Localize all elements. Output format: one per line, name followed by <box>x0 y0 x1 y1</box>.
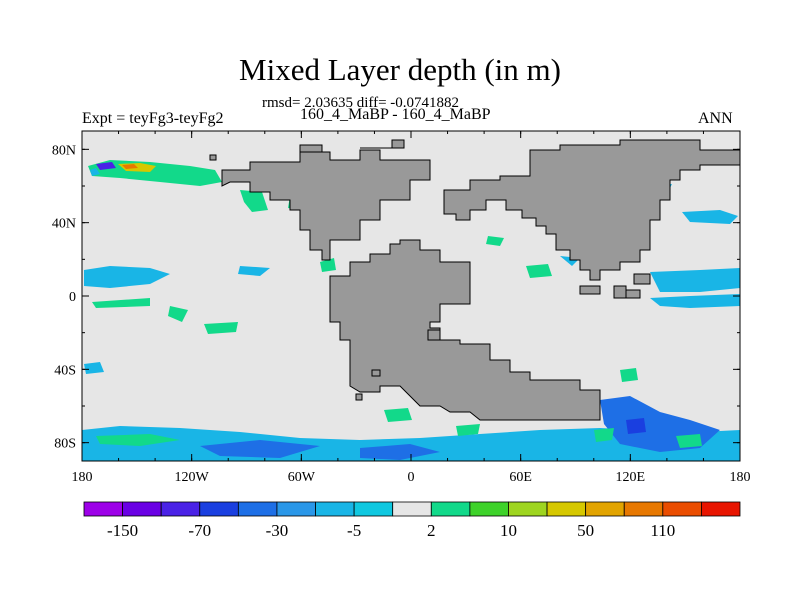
y-axis: 80N 40N 0 40S 80S <box>52 143 740 452</box>
x-tick-label: 60W <box>288 470 316 485</box>
x-tick-label: 60E <box>509 470 532 485</box>
colorbar-swatch <box>508 501 548 517</box>
anomaly-patch-southern-darkblue <box>626 418 646 434</box>
anomaly-patch-southern-blue-2 <box>200 440 320 458</box>
colorbar-swatch <box>315 501 355 517</box>
colorbar-swatch <box>546 501 587 517</box>
anomaly-patch-tropical-west <box>84 266 170 288</box>
land-island-east-3 <box>633 273 651 285</box>
land-north-america <box>221 149 431 261</box>
anomaly-patch-atlantic-green <box>240 190 268 212</box>
anomaly-patch-tropical-green-2 <box>526 264 552 278</box>
land-africa <box>329 239 601 421</box>
anomaly-patch-green-belt-2 <box>168 306 188 322</box>
colorbar-swatch <box>662 501 702 517</box>
anomaly-patch-southern-green-2 <box>384 408 412 422</box>
y-tick-label: 80N <box>52 143 76 158</box>
land-island-east-4 <box>625 289 641 299</box>
x-axis: 180 120W 60W 0 60E 120E 180 <box>72 131 751 485</box>
anomaly-patch-southern-blue-3 <box>360 444 440 460</box>
colorbar-label: -70 <box>188 521 211 540</box>
colorbar-label: 2 <box>427 521 436 540</box>
anomaly-patch-north-blue <box>96 162 116 170</box>
colorbar-label: 10 <box>500 521 517 540</box>
anomaly-patch-tropical-east <box>650 268 740 292</box>
land-masses <box>209 139 741 421</box>
colorbar-swatch <box>276 501 316 517</box>
anomaly-patch-north-cyan <box>90 168 100 176</box>
chart-title: Mixed Layer depth (in m) <box>239 52 561 87</box>
stats-line: rmsd= 2.03635 diff= -0.0741882 <box>262 95 460 111</box>
anomaly-patch-southern-green-3 <box>456 424 480 436</box>
x-tick-label: 120W <box>175 470 210 485</box>
y-tick-label: 40N <box>52 217 76 232</box>
case-line: 160_4_MaBP - 160_4_MaBP <box>300 106 491 123</box>
colorbar-swatch <box>122 501 162 517</box>
anomaly-patch-green-belt-4 <box>486 236 504 246</box>
x-tick-label: 0 <box>408 470 415 485</box>
anomaly-patch-east-cyan <box>682 210 738 224</box>
anomaly-patch-tropical-green <box>320 258 336 272</box>
colorbar-swatch <box>160 501 201 517</box>
land-island-east-2 <box>613 285 627 299</box>
experiment-label: Expt = teyFg3-teyFg2 <box>82 110 224 127</box>
anomaly-patch-north-orange <box>122 164 138 169</box>
colorbar-swatch <box>83 501 123 517</box>
anomaly-patch-tropical-west-2 <box>238 266 270 276</box>
anomaly-patch-southern-green-5 <box>676 434 702 448</box>
anomaly-patch-green-belt-3 <box>204 322 238 334</box>
y-tick-label: 40S <box>54 363 76 378</box>
colorbar-swatch <box>237 501 278 517</box>
colorbar-swatch <box>430 501 471 517</box>
land-greenland <box>299 144 323 153</box>
colorbar-label: -30 <box>266 521 289 540</box>
land-eurasia <box>443 139 741 281</box>
anomaly-patch-green-belt <box>92 298 150 308</box>
anomaly-patch-tropical-east-2 <box>650 294 740 308</box>
land-arctic-islands <box>360 139 405 149</box>
x-tick-label: 180 <box>730 470 751 485</box>
colorbar-swatch <box>199 501 239 517</box>
y-tick-label: 0 <box>69 290 76 305</box>
anomaly-patch-green-belt-5 <box>620 368 638 382</box>
anomaly-patch-southern-green-4 <box>594 428 614 442</box>
colorbar-swatch <box>701 501 741 517</box>
colorbar: -150 -70 -30 -5 2 10 50 110 <box>83 501 741 540</box>
land-island-south-2 <box>355 393 363 401</box>
anomaly-patch-southern-green <box>96 434 180 446</box>
land-small-north <box>209 154 217 161</box>
colorbar-swatch <box>469 501 509 517</box>
colorbar-label: -5 <box>347 521 361 540</box>
colorbar-swatch <box>585 501 625 517</box>
colorbar-label: 50 <box>577 521 594 540</box>
land-island-mid <box>427 329 441 341</box>
x-tick-label: 180 <box>72 470 93 485</box>
anomaly-patch-cyan-south <box>84 362 104 374</box>
colorbar-swatch <box>353 501 394 517</box>
land-island-south <box>371 369 381 377</box>
y-tick-label: 80S <box>54 437 76 452</box>
colorbar-swatch <box>392 501 432 517</box>
colorbar-swatch <box>623 501 664 517</box>
x-tick-label: 120E <box>616 470 646 485</box>
colorbar-label: -150 <box>107 521 138 540</box>
colorbar-label: 110 <box>650 521 675 540</box>
land-island-east-1 <box>579 285 601 295</box>
season-label: ANN <box>698 110 733 127</box>
